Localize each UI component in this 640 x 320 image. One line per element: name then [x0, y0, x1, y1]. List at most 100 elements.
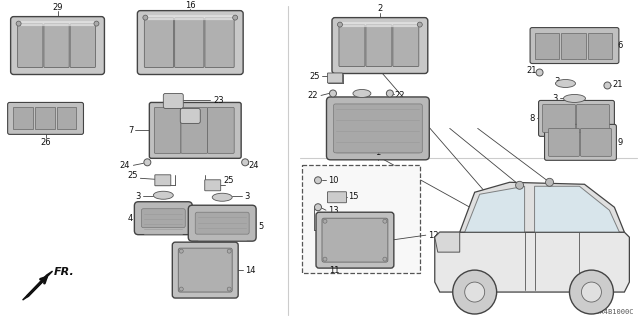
- Text: 21: 21: [612, 80, 623, 89]
- Circle shape: [387, 90, 394, 97]
- Text: 26: 26: [40, 138, 51, 147]
- Circle shape: [545, 178, 554, 186]
- Text: 3: 3: [135, 192, 140, 201]
- Circle shape: [330, 90, 337, 97]
- Circle shape: [233, 15, 237, 20]
- Text: 3: 3: [244, 192, 250, 201]
- FancyBboxPatch shape: [332, 18, 428, 74]
- Circle shape: [16, 21, 21, 26]
- Ellipse shape: [556, 79, 575, 87]
- Text: 29: 29: [52, 3, 63, 12]
- FancyBboxPatch shape: [333, 104, 422, 153]
- FancyBboxPatch shape: [366, 25, 392, 67]
- Text: 10: 10: [328, 176, 339, 185]
- Text: 23: 23: [213, 96, 224, 105]
- FancyBboxPatch shape: [337, 22, 422, 27]
- Text: 9: 9: [618, 138, 623, 147]
- Circle shape: [337, 22, 342, 27]
- FancyBboxPatch shape: [11, 17, 104, 75]
- Text: 23: 23: [213, 108, 224, 117]
- FancyBboxPatch shape: [205, 18, 234, 68]
- Circle shape: [465, 282, 484, 302]
- Text: 3: 3: [362, 96, 367, 105]
- Text: 16: 16: [185, 1, 196, 10]
- Ellipse shape: [353, 90, 371, 98]
- Circle shape: [227, 287, 231, 291]
- Text: 25: 25: [310, 72, 320, 81]
- Ellipse shape: [154, 191, 173, 199]
- Circle shape: [94, 21, 99, 26]
- Circle shape: [570, 270, 613, 314]
- Text: 2: 2: [377, 4, 383, 13]
- FancyBboxPatch shape: [175, 18, 204, 68]
- FancyBboxPatch shape: [538, 100, 614, 136]
- FancyBboxPatch shape: [577, 104, 609, 132]
- FancyBboxPatch shape: [172, 242, 238, 298]
- FancyBboxPatch shape: [326, 97, 429, 160]
- Circle shape: [227, 249, 231, 253]
- Circle shape: [179, 249, 183, 253]
- Bar: [302, 165, 420, 273]
- Text: 1: 1: [375, 148, 381, 157]
- Text: 11: 11: [330, 266, 340, 275]
- FancyBboxPatch shape: [138, 11, 243, 75]
- Text: 6: 6: [618, 41, 623, 50]
- Bar: [588, 33, 612, 59]
- Bar: [56, 108, 77, 129]
- Polygon shape: [435, 232, 460, 252]
- FancyBboxPatch shape: [328, 73, 342, 83]
- FancyBboxPatch shape: [18, 24, 43, 68]
- Text: 22: 22: [395, 91, 405, 100]
- FancyBboxPatch shape: [163, 93, 183, 108]
- Text: 21: 21: [526, 66, 536, 75]
- FancyBboxPatch shape: [207, 108, 234, 153]
- Text: 3: 3: [554, 77, 559, 86]
- Circle shape: [323, 219, 327, 223]
- Text: 14: 14: [245, 266, 255, 275]
- Circle shape: [452, 270, 497, 314]
- Ellipse shape: [563, 94, 586, 102]
- FancyBboxPatch shape: [143, 15, 237, 20]
- Text: 13: 13: [328, 206, 339, 215]
- FancyBboxPatch shape: [149, 102, 241, 158]
- FancyBboxPatch shape: [316, 212, 394, 268]
- Polygon shape: [460, 182, 625, 232]
- Circle shape: [417, 22, 422, 27]
- Circle shape: [143, 15, 148, 20]
- Text: FR.: FR.: [54, 267, 74, 277]
- FancyBboxPatch shape: [530, 28, 619, 64]
- Circle shape: [242, 159, 249, 166]
- Polygon shape: [465, 186, 525, 232]
- FancyBboxPatch shape: [580, 128, 611, 156]
- FancyBboxPatch shape: [339, 25, 365, 67]
- Text: 7: 7: [128, 126, 133, 135]
- FancyBboxPatch shape: [328, 192, 346, 203]
- Circle shape: [314, 204, 321, 211]
- Text: T0A4B1000C: T0A4B1000C: [592, 309, 634, 315]
- Circle shape: [383, 257, 387, 261]
- FancyBboxPatch shape: [155, 175, 171, 186]
- FancyBboxPatch shape: [181, 108, 207, 153]
- FancyBboxPatch shape: [44, 24, 69, 68]
- Polygon shape: [534, 186, 620, 232]
- Polygon shape: [22, 271, 52, 300]
- FancyBboxPatch shape: [322, 218, 388, 262]
- FancyBboxPatch shape: [543, 104, 575, 132]
- Bar: [535, 33, 559, 59]
- Text: 22: 22: [307, 91, 318, 100]
- Circle shape: [536, 69, 543, 76]
- FancyBboxPatch shape: [548, 128, 579, 156]
- Circle shape: [582, 282, 602, 302]
- Text: 3: 3: [552, 94, 557, 103]
- FancyBboxPatch shape: [179, 248, 232, 292]
- Ellipse shape: [212, 193, 232, 201]
- Text: 24: 24: [248, 161, 259, 170]
- Bar: [13, 108, 33, 129]
- FancyBboxPatch shape: [180, 108, 200, 124]
- Circle shape: [383, 219, 387, 223]
- Circle shape: [516, 181, 524, 189]
- Text: 24: 24: [120, 161, 131, 170]
- Text: 15: 15: [348, 192, 358, 201]
- Text: 25: 25: [128, 171, 138, 180]
- Text: 5: 5: [258, 222, 264, 231]
